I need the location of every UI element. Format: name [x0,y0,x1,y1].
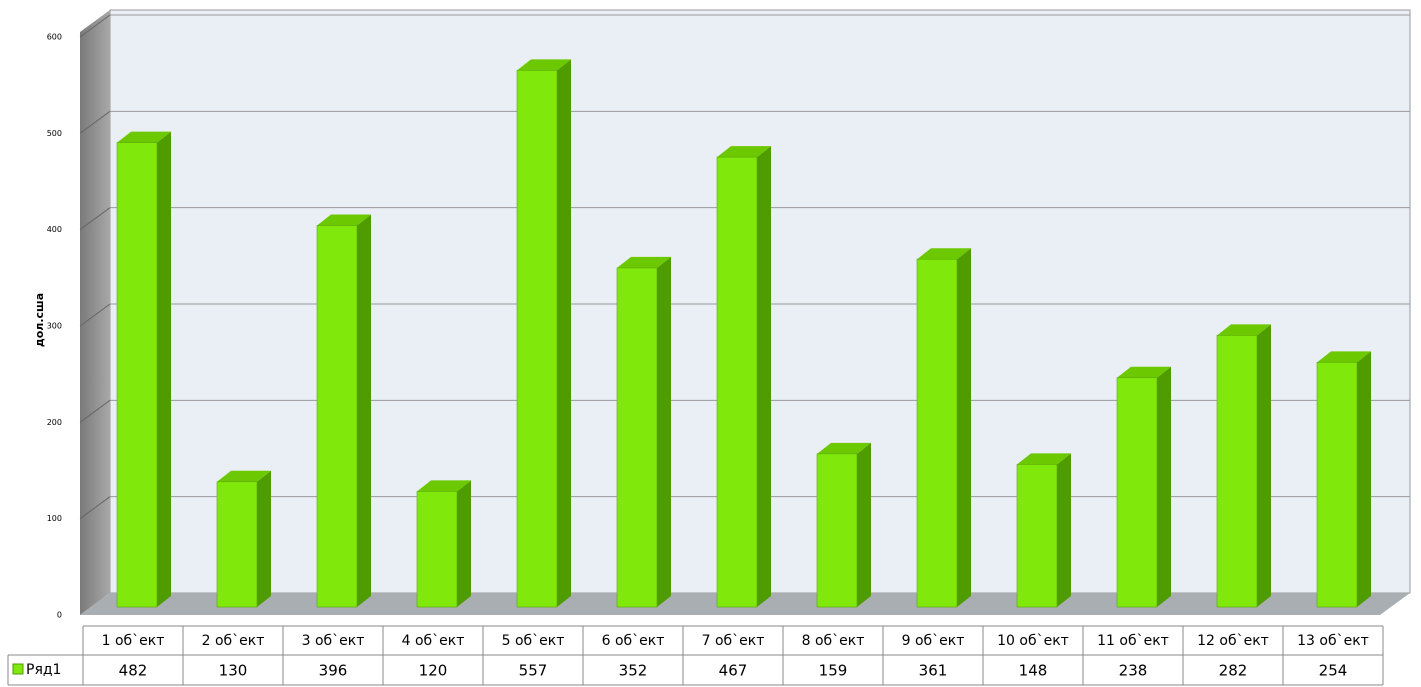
x-tick-label: 2 об`ект [202,633,265,649]
y-tick-label: 500 [47,129,62,138]
bar [416,491,458,608]
table-value: 467 [719,662,748,680]
bar [616,267,658,608]
bar-top [417,480,471,492]
y-tick-label: 200 [47,418,62,427]
bar-top [217,470,271,482]
bar-top [1117,366,1171,378]
bar-top [117,131,171,143]
x-tick-label: 4 об`ект [402,633,465,649]
table-value: 282 [1219,662,1248,680]
bar-side [1057,453,1071,607]
bar-side [657,256,671,607]
bar-top [1017,453,1071,465]
y-tick-label: 400 [47,225,62,234]
y-tick-label: 100 [47,514,62,523]
x-tick-label: 9 об`ект [902,633,965,649]
bar-top [517,59,571,71]
bar [816,453,858,608]
table-value: 148 [1019,662,1048,680]
bar-top [917,248,971,260]
left-wall [80,10,110,615]
grid-line [79,207,111,231]
table-value: 396 [319,662,348,680]
y-tick-label: 300 [47,322,62,331]
bar [316,225,358,608]
bar-top [717,146,771,158]
x-tick-label: 10 об`ект [997,633,1069,649]
x-tick-label: 7 об`ект [702,633,765,649]
bar-side [1157,366,1171,607]
bar [216,481,258,608]
table-value: 238 [1119,662,1148,680]
x-tick-label: 5 об`ект [502,633,565,649]
table-value: 361 [919,662,948,680]
table-value: 482 [119,662,148,680]
grid-line [79,399,111,423]
table-value: 352 [619,662,648,680]
bar [516,70,558,608]
bar [116,142,158,608]
bar-side [557,59,571,607]
bar [916,258,958,608]
x-tick-label: 8 об`ект [802,633,865,649]
bar-side [1357,351,1371,607]
grid-line [79,303,111,327]
bar [1316,362,1358,608]
bar-side [457,480,471,607]
bar-top [617,256,671,268]
x-tick-label: 12 об`ект [1197,633,1269,649]
table-value: 159 [819,662,848,680]
bar-side [157,131,171,607]
y-axis-label: дол.сша [33,293,46,347]
grid-line [79,14,111,38]
bar-side [1257,324,1271,607]
legend-label: Ряд1 [26,662,61,678]
bar [1016,464,1058,608]
bar-side [757,146,771,607]
bar [716,156,758,608]
x-tick-label: 11 об`ект [1097,633,1169,649]
grid-line [79,496,111,520]
table-value: 130 [219,662,248,680]
x-tick-label: 1 об`ект [102,633,165,649]
x-tick-label: 6 об`ект [602,633,665,649]
bar-side [357,214,371,607]
x-tick-label: 3 об`ект [302,633,365,649]
bar-side [257,470,271,607]
table-value: 254 [1319,662,1348,680]
bar [1116,377,1158,608]
table-value: 557 [519,662,548,680]
bar-top [317,214,371,226]
grid-line [79,110,111,134]
bar-top [817,442,871,454]
data-table [7,625,1384,686]
bar-top [1317,351,1371,363]
legend-swatch [12,663,24,675]
bar-side [957,248,971,607]
bar-top [1217,324,1271,336]
y-tick-label: 0 [57,611,62,620]
bar-side [857,442,871,607]
bar [1216,335,1258,608]
table-value: 120 [419,662,448,680]
x-tick-label: 13 об`ект [1297,633,1369,649]
y-tick-label: 600 [47,33,62,42]
